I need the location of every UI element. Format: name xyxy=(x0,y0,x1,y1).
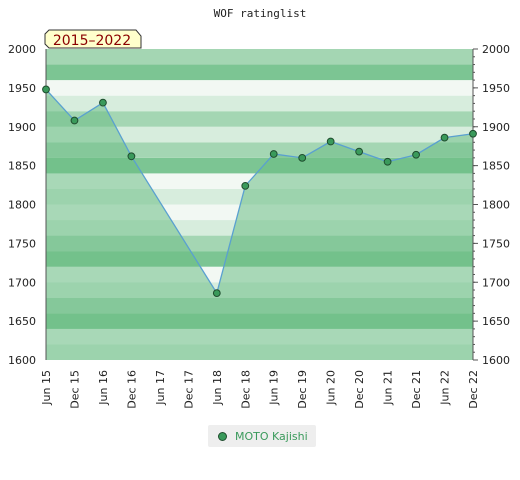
y-tick-label-left: 1950 xyxy=(8,82,36,95)
x-tick-label: Dec 19 xyxy=(296,370,309,409)
y-tick-label-right: 1900 xyxy=(482,121,510,134)
y-tick-label-right: 1750 xyxy=(482,237,510,250)
y-tick-label-left: 1800 xyxy=(8,199,36,212)
x-tick-label: Jun 22 xyxy=(439,370,452,406)
data-point xyxy=(269,150,278,158)
series-group xyxy=(42,85,477,298)
x-tick-label: Dec 20 xyxy=(353,370,366,409)
series-area xyxy=(46,89,473,361)
data-point xyxy=(440,133,449,142)
data-point xyxy=(326,137,335,146)
chart-title: WOF ratinglist xyxy=(214,7,307,20)
y-tick-label-right: 1800 xyxy=(482,199,510,212)
y-tick-label-left: 1750 xyxy=(8,237,36,250)
y-tick-label-right: 2000 xyxy=(482,43,510,56)
y-tick-label-right: 1600 xyxy=(482,354,510,367)
x-tick-label: Jun 17 xyxy=(154,370,167,406)
data-point xyxy=(70,116,79,125)
y-tick-label-left: 1650 xyxy=(8,315,36,328)
data-point xyxy=(42,85,50,94)
x-tick-label: Jun 19 xyxy=(268,370,281,406)
data-point xyxy=(355,147,364,156)
background-band xyxy=(46,80,473,96)
y-tick-label-left: 1700 xyxy=(8,276,36,289)
x-tick-label: Jun 16 xyxy=(97,370,110,406)
y-tick-label-left: 2000 xyxy=(8,43,36,56)
data-point xyxy=(99,98,107,107)
area-fill xyxy=(46,89,473,361)
y-axis-right: 1600 1650 1700 1750 1800 1850 1900 1950 2000 xyxy=(472,43,510,367)
y-axis-left: 1600 1650 1700 1750 1800 1850 1900 1950 2000 xyxy=(8,43,47,367)
data-point xyxy=(383,157,392,166)
x-tick-label: Dec 21 xyxy=(410,370,423,409)
y-tick-label-right: 1650 xyxy=(482,315,510,328)
data-point xyxy=(212,289,221,298)
background-band xyxy=(46,49,473,65)
y-tick-label-left: 1600 xyxy=(8,354,36,367)
background-band xyxy=(46,95,473,112)
series-line xyxy=(45,88,474,295)
y-tick-label-right: 1950 xyxy=(482,82,510,95)
y-tick-label-right: 1850 xyxy=(482,160,510,173)
y-tick-label-right: 1700 xyxy=(482,276,510,289)
x-tick-label: Jun 20 xyxy=(325,370,338,406)
period-badge-text: 2015–2022 xyxy=(53,33,131,49)
x-tick-label: Dec 16 xyxy=(125,370,138,409)
period-badge: 2015–2022 xyxy=(44,29,142,49)
background-band xyxy=(46,126,473,143)
x-tick-label: Jun 15 xyxy=(40,370,53,406)
legend: MOTO Kajishi xyxy=(208,425,316,447)
data-point xyxy=(469,129,477,138)
x-tick-label: Dec 17 xyxy=(182,370,195,409)
x-axis: Jun 15 Dec 15 Jun 16 Dec 16 Jun 17 Dec 17 Jun … xyxy=(40,370,480,409)
background-band xyxy=(46,111,473,127)
data-point xyxy=(241,181,250,190)
legend-marker-icon xyxy=(218,431,227,441)
y-tick-label-left: 1850 xyxy=(8,160,36,173)
x-tick-label: Jun 21 xyxy=(382,370,395,406)
x-tick-label: Dec 15 xyxy=(68,370,81,409)
data-point xyxy=(412,150,420,159)
background-band xyxy=(46,64,473,81)
x-tick-label: Jun 18 xyxy=(211,370,224,406)
x-tick-label: Dec 18 xyxy=(239,370,252,409)
y-tick-label-left: 1900 xyxy=(8,121,36,134)
data-point xyxy=(127,152,136,161)
data-point xyxy=(298,153,307,162)
x-tick-label: Dec 22 xyxy=(467,370,480,409)
legend-label: MOTO Kajishi xyxy=(235,429,308,443)
